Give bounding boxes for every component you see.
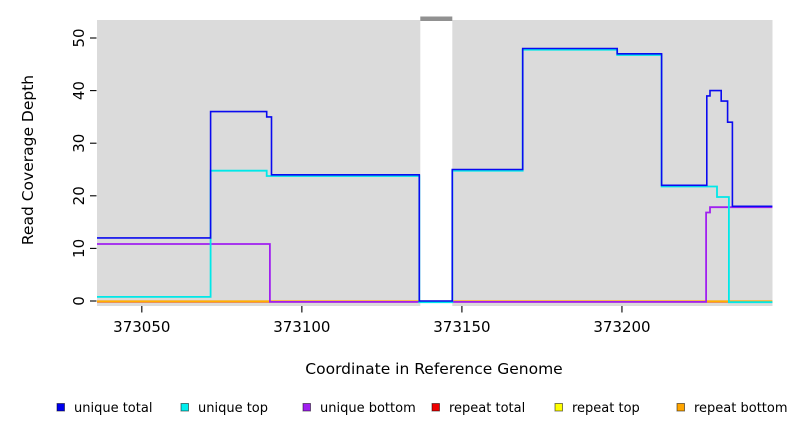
legend-label-repeat-bottom: repeat bottom: [694, 401, 788, 416]
series-group: [97, 47, 773, 304]
legend-item-repeat-bottom: repeat bottom: [676, 401, 788, 416]
series-unique-bottom-line: [97, 206, 773, 303]
y-tick-label: 10: [70, 239, 88, 258]
x-tick-label: 373150: [433, 318, 490, 336]
legend-swatch-unique-total: [56, 403, 65, 412]
legend-swatch-repeat-bottom: [676, 403, 685, 412]
legend-item-unique-total: unique total: [56, 401, 152, 416]
y-axis-ticks: [90, 37, 97, 302]
x-tick-label: 373050: [113, 318, 170, 336]
legend-label-repeat-top: repeat top: [572, 401, 640, 416]
y-tick-label: 30: [70, 134, 88, 153]
legend-swatch-unique-top: [180, 403, 189, 412]
gap-band: [420, 20, 453, 306]
y-tick-label: 50: [70, 28, 88, 47]
legend-item-unique-bottom: unique bottom: [302, 401, 416, 416]
legend-label-repeat-total: repeat total: [449, 401, 525, 416]
legend-item-repeat-total: repeat total: [431, 401, 525, 416]
x-tick-label: 373100: [273, 318, 330, 336]
legend-item-repeat-top: repeat top: [554, 401, 640, 416]
gap-band-cap: [420, 16, 453, 21]
y-axis-title: Read Coverage Depth: [19, 75, 37, 245]
x-tick-label: 373200: [593, 318, 650, 336]
series-unique-total-line: [97, 47, 773, 302]
legend-label-unique-total: unique total: [74, 401, 152, 416]
legend-item-unique-top: unique top: [180, 401, 268, 416]
y-tick-label: 0: [70, 296, 88, 306]
legend-label-unique-bottom: unique bottom: [320, 401, 416, 416]
legend-label-unique-top: unique top: [198, 401, 268, 416]
legend-swatch-repeat-top: [554, 403, 563, 412]
x-axis-ticks: [141, 306, 623, 313]
x-axis-title: Coordinate in Reference Genome: [305, 360, 562, 378]
y-tick-label: 20: [70, 186, 88, 205]
x-axis-labels: 373050 373100 373150 373200: [113, 318, 650, 336]
legend-swatch-unique-bottom: [302, 403, 311, 412]
y-tick-label: 40: [70, 81, 88, 100]
legend: unique total unique top unique bottom re…: [56, 401, 788, 416]
y-axis-labels: 0 10 20 30 40 50: [70, 28, 88, 305]
legend-swatch-repeat-total: [431, 403, 440, 412]
